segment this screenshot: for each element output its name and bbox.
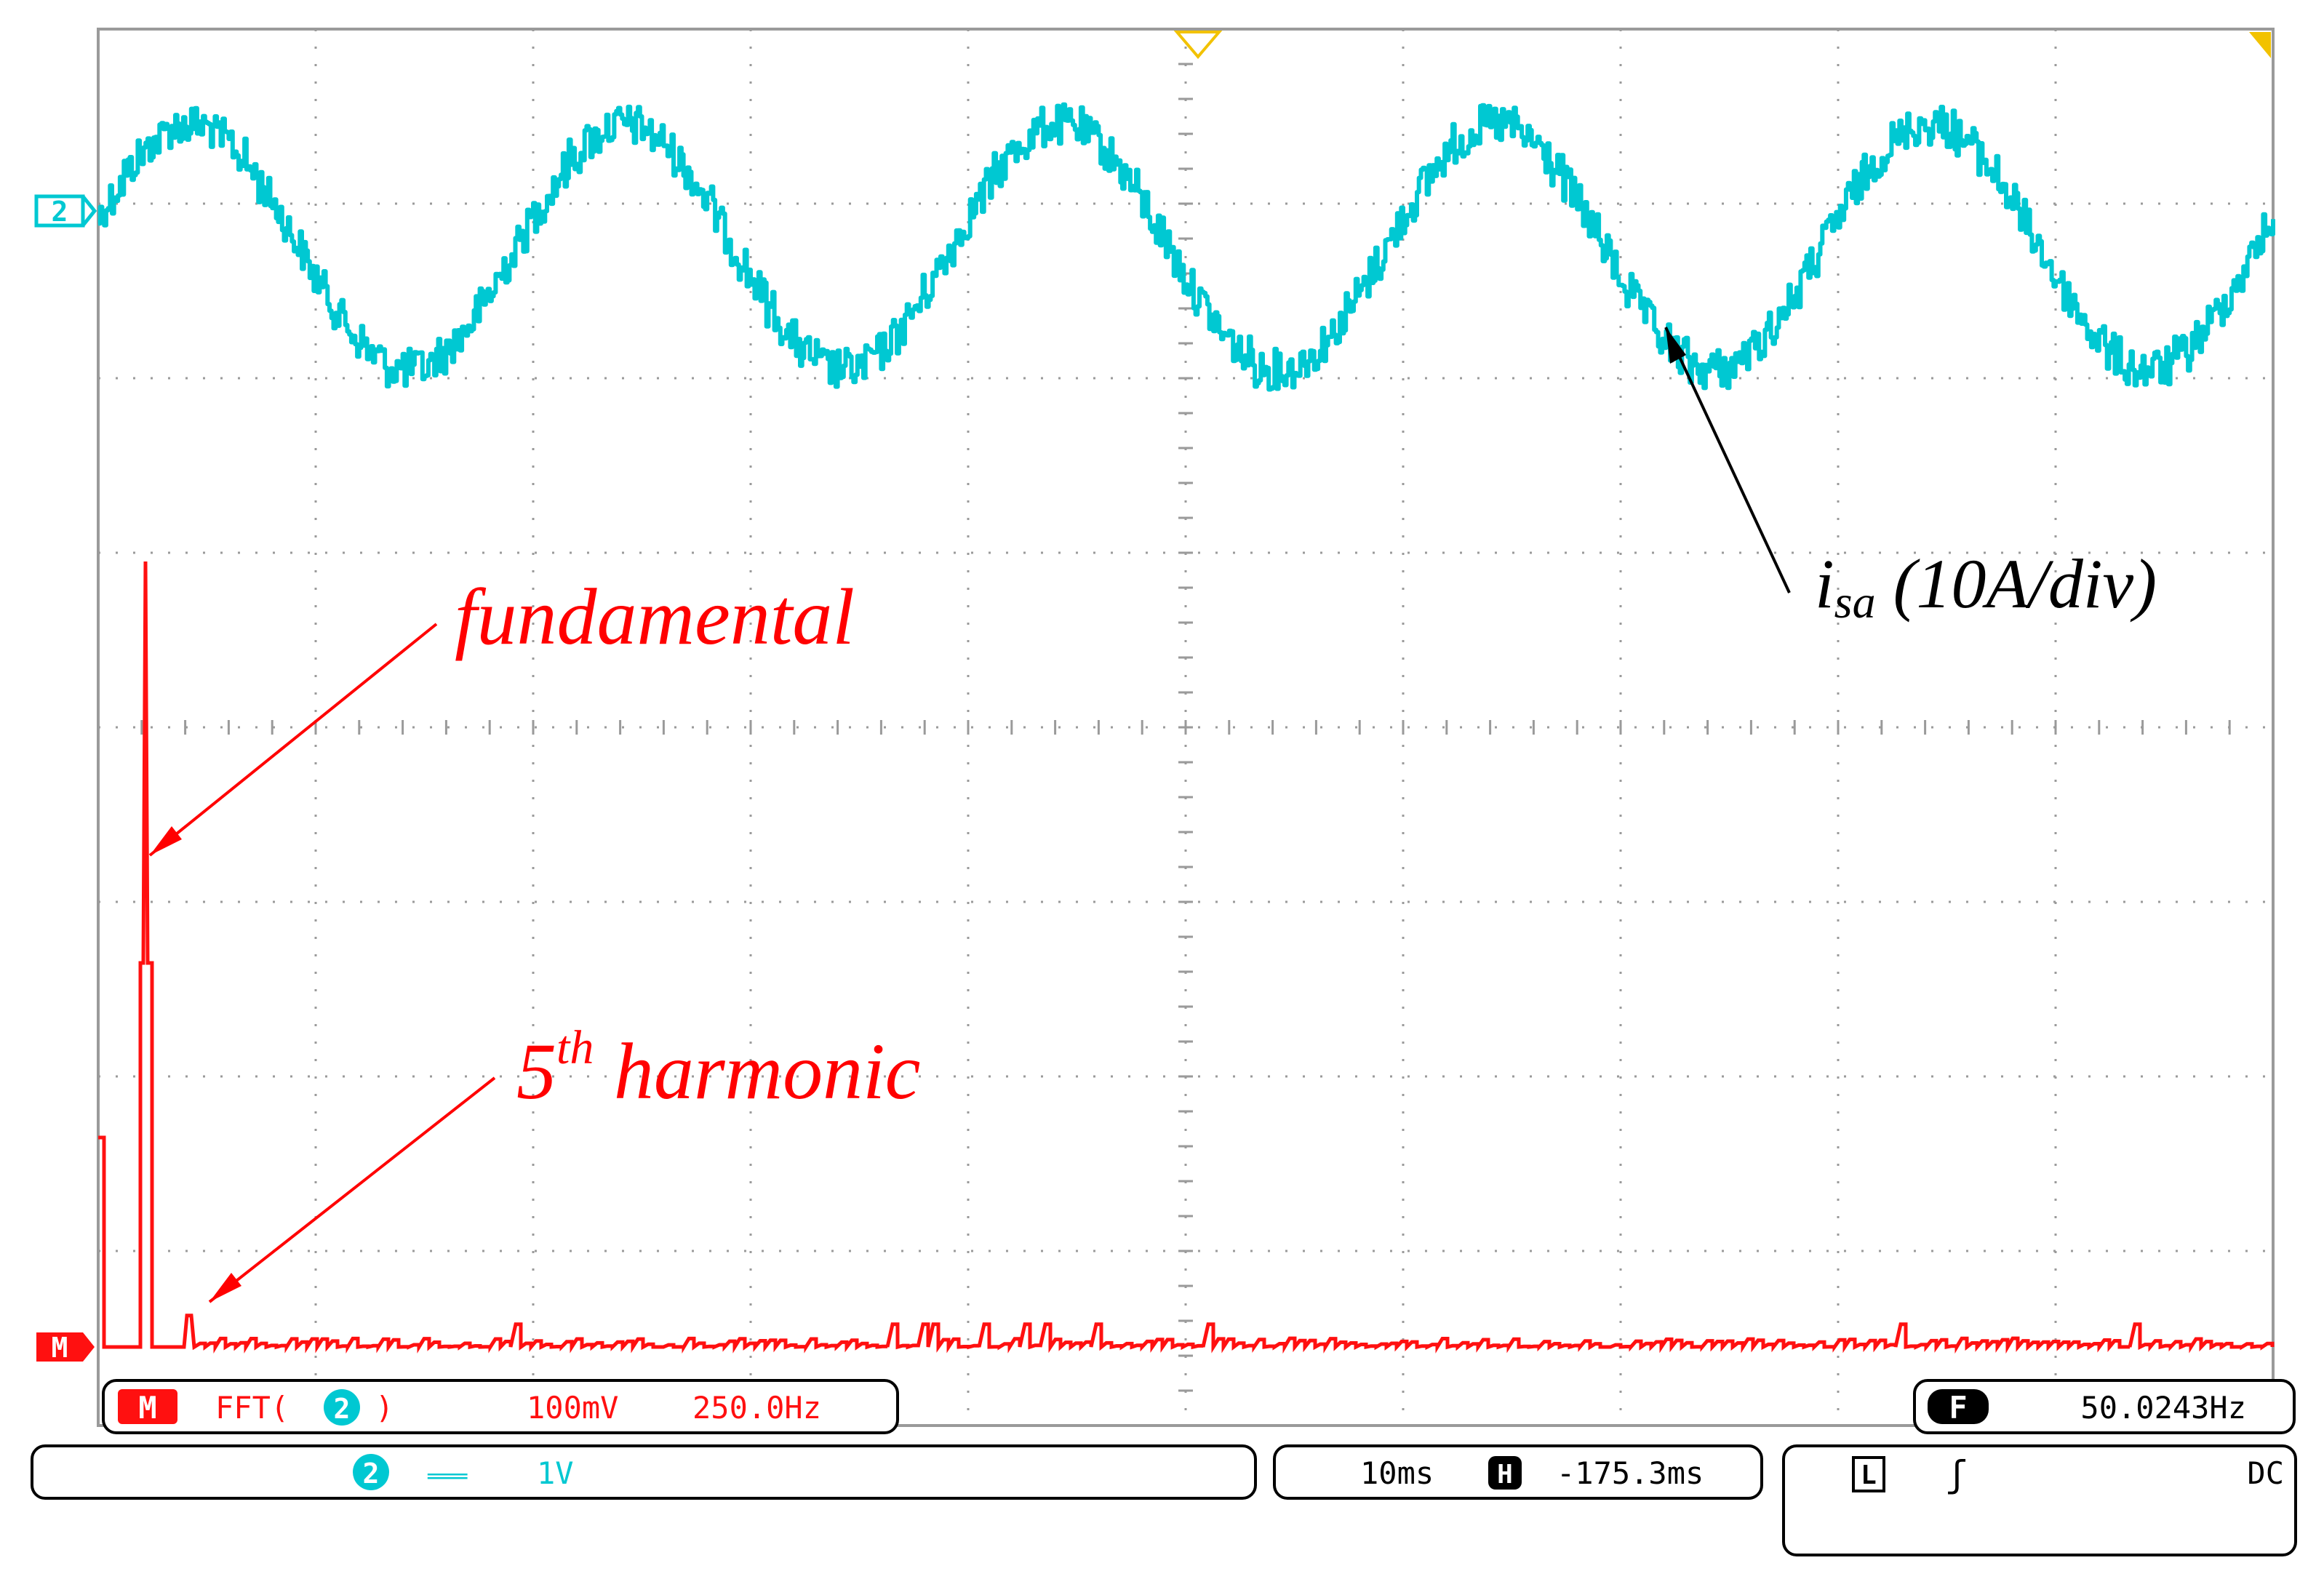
fft-spectrum-trace [98, 561, 2275, 1354]
math-source-badge: 2 [334, 1393, 351, 1425]
svg-text:5th harmonic: 5th harmonic [516, 1021, 920, 1116]
trigger-status-box: L ʃ DC [1782, 1444, 2297, 1556]
frequency-badge: F [1949, 1390, 1967, 1426]
math-marker-label: M [52, 1332, 68, 1364]
trigger-level-icon [2249, 32, 2271, 58]
current-label-rest: (10A/div) [1876, 545, 2157, 623]
math-marker: M [36, 1332, 95, 1364]
dc-coupling-icon: ═══ [427, 1464, 468, 1490]
channel-2-waveform [97, 102, 2275, 392]
frequency-value: 50.0243Hz [2080, 1390, 2246, 1426]
current-label-sub: sa [1834, 576, 1876, 628]
fifth-label-rest: harmonic [594, 1027, 920, 1116]
svg-text:isa (10A/div): isa (10A/div) [1815, 545, 2157, 628]
frequency-readout-box: F 50.0243Hz [1913, 1379, 2296, 1434]
time-scale: 10ms [1360, 1455, 1434, 1491]
trigger-position-icon [1173, 31, 1223, 60]
graticule-grid [97, 28, 2273, 1427]
trigger-coupling: DC [2247, 1455, 2284, 1491]
channel-badge: 2 [363, 1458, 380, 1490]
horizontal-position: -175.3ms [1557, 1455, 1704, 1491]
fundamental-label: fundamental [455, 572, 855, 661]
fifth-label-number: 5 [516, 1027, 556, 1116]
trigger-slope-icon: ʃ [1946, 1453, 1968, 1495]
channel-scale: 1V [537, 1455, 574, 1491]
math-fft-label: FFT( [215, 1390, 289, 1426]
channel-2-marker-label: 2 [52, 196, 68, 228]
fifth-label-sup: th [556, 1021, 594, 1074]
math-status-box: M FFT( 2 ) 100mV 250.0Hz [102, 1379, 899, 1434]
math-scale: 100mV [527, 1390, 618, 1426]
fifth-harmonic-annotation: 5th harmonic [208, 1021, 920, 1303]
trigger-badge: L [1861, 1460, 1877, 1490]
math-frequency: 250.0Hz [692, 1390, 821, 1426]
horizontal-badge: H [1497, 1460, 1513, 1490]
current-label-i: i [1815, 545, 1834, 623]
channel-status-box: 2 ═══ 1V [31, 1444, 1257, 1500]
math-badge: M [138, 1390, 156, 1426]
fundamental-annotation: fundamental [148, 572, 855, 857]
current-annotation: isa (10A/div) [1664, 327, 2157, 628]
math-fft-close: ) [375, 1390, 394, 1426]
timebase-status-box: 10ms H -175.3ms [1273, 1444, 1763, 1500]
channel-2-marker: 2 [34, 194, 97, 228]
